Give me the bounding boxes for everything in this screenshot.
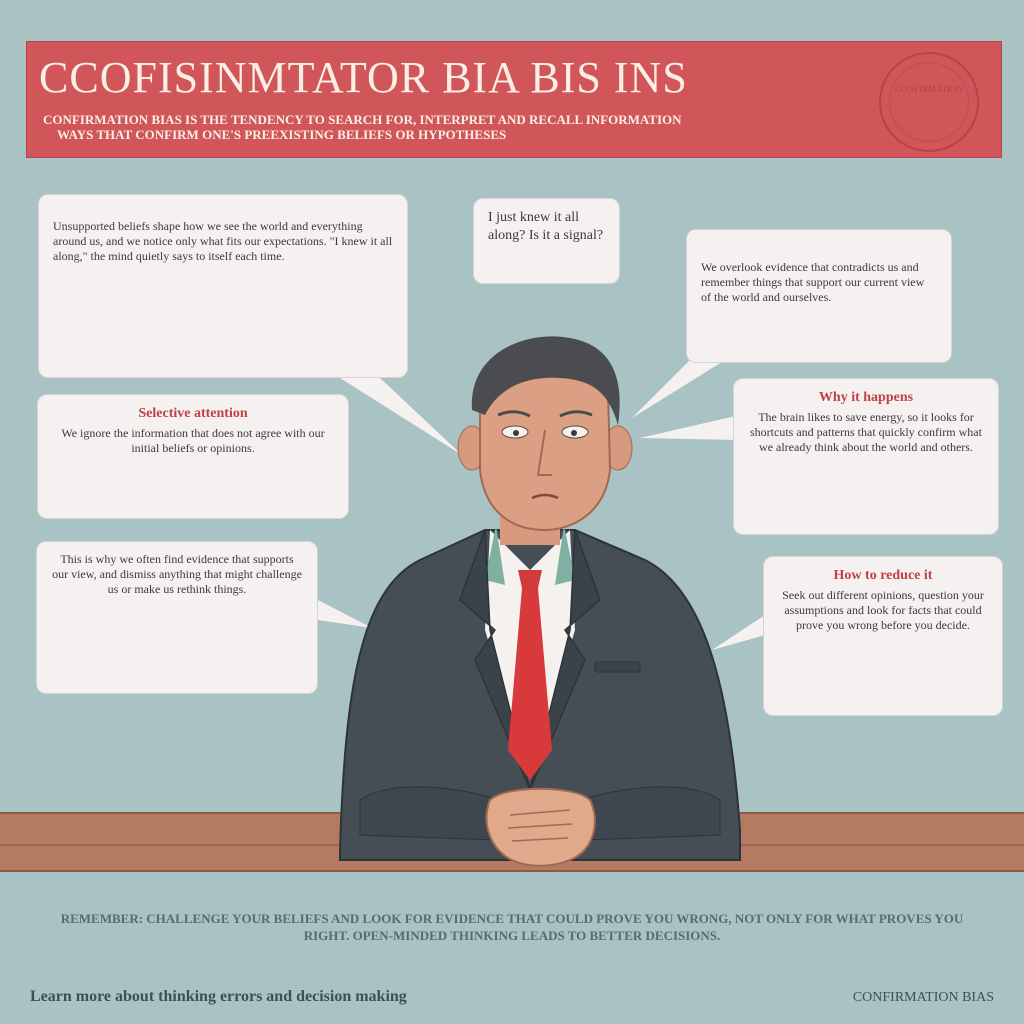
banner-subtitle-line-2: WAYS THAT CONFIRM ONE'S PREEXISTING BELI…: [57, 127, 507, 142]
bubble-7-heading: How to reduce it: [833, 568, 933, 583]
breast-pocket: [594, 661, 641, 673]
bubble-3-body: We overlook evidence that contradicts us…: [701, 260, 925, 304]
bubble-2-body: I just knew it all along? Is it a signal…: [488, 210, 604, 243]
collar-left: [485, 525, 505, 585]
speech-bubble-3: We overlook evidence that contradicts us…: [686, 229, 952, 363]
mouth: [531, 493, 559, 500]
collar-right: [555, 525, 575, 585]
right-pupil: [571, 430, 577, 436]
speech-bubble-6: This is why we often find evidence that …: [36, 541, 318, 694]
bubble-tail-6: [318, 600, 372, 628]
speech-bubble-7: How to reduce it Seek out different opin…: [763, 556, 1003, 716]
right-eyebrow: [559, 410, 593, 418]
speech-bubble-1: Unsupported beliefs shape how we see the…: [38, 194, 408, 378]
left-pupil: [513, 430, 519, 436]
bubble-tail-1: [340, 378, 462, 455]
bubble-4-heading: Selective attention: [138, 406, 248, 421]
bubble-tail-3: [632, 360, 725, 418]
cartoon-man-illustration: [339, 336, 741, 867]
banner-title: CCOFISINMTATOR BIA BIS INS: [39, 53, 688, 102]
speech-bubble-5: Why it happens The brain likes to save e…: [733, 378, 999, 535]
left-eyebrow: [497, 410, 531, 418]
banner-subtitle-line-1: CONFIRMATION BIAS IS THE TENDENCY TO SEA…: [43, 112, 682, 127]
bubble-1-body: Unsupported beliefs shape how we see the…: [53, 219, 393, 263]
seal-text: CONFIRMATION: [894, 84, 963, 94]
bubble-5-heading: Why it happens: [818, 390, 914, 405]
bubble-7-body: Seek out different opinions, question yo…: [782, 588, 984, 632]
title-banner: CCOFISINMTATOR BIA BIS INS CONFIRMATION …: [26, 41, 1002, 158]
speech-bubble-4: Selective attention We ignore the inform…: [37, 394, 349, 519]
left-sleeve: [359, 786, 501, 841]
footer-paragraph: REMEMBER: CHALLENGE YOUR BELIEFS AND LOO…: [60, 911, 964, 943]
finger-lines: [507, 809, 573, 842]
banner-subtitle: CONFIRMATION BIAS IS THE TENDENCY TO SEA…: [43, 112, 863, 142]
red-tie-knot: [518, 570, 542, 588]
hair: [471, 336, 620, 425]
footer-left-caption: Learn more about thinking errors and dec…: [30, 988, 407, 1005]
seal-emblem: CONFIRMATION: [879, 52, 979, 152]
red-tie: [508, 588, 552, 780]
bubble-6-body: This is why we often find evidence that …: [52, 552, 302, 596]
footer-right-caption: CONFIRMATION BIAS: [852, 990, 994, 1005]
nose: [536, 429, 552, 476]
bubble-tail-7: [712, 615, 765, 650]
bubble-5-body: The brain likes to save energy, so it lo…: [750, 410, 982, 454]
bubble-tail-5: [640, 415, 740, 440]
speech-bubble-2: I just knew it all along? Is it a signal…: [473, 198, 620, 284]
right-sleeve: [579, 786, 721, 841]
clasped-hands: [485, 787, 596, 867]
bubble-4-body: We ignore the information that does not …: [61, 426, 325, 455]
